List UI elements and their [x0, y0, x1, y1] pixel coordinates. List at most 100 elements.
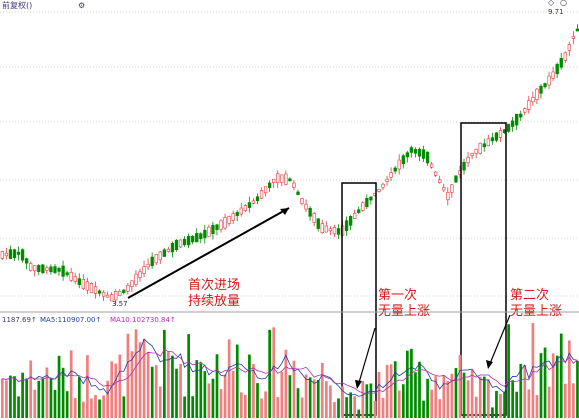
volume-bar — [53, 389, 57, 418]
volume-bar — [114, 363, 118, 418]
volume-bar — [487, 379, 490, 418]
candle-body — [316, 218, 320, 229]
candle-body — [421, 149, 426, 159]
volume-bar — [462, 372, 466, 418]
volume-bar — [381, 397, 385, 418]
volume-bar — [142, 339, 146, 418]
first-entry-label-line1: 首次进场 — [188, 277, 240, 293]
candle-body — [138, 271, 142, 278]
volume-bar — [276, 397, 280, 418]
candle-body — [482, 143, 486, 148]
second-no-volume-label-line1: 第二次 — [510, 287, 549, 303]
volume-ma10-line — [2, 349, 578, 394]
volume-bar — [292, 360, 296, 418]
candle-body — [409, 147, 414, 153]
volume-bar — [33, 389, 37, 418]
first-entry-arrow — [127, 207, 290, 299]
candle-body — [73, 276, 77, 282]
candle-body — [393, 167, 397, 172]
volume-bar — [438, 399, 442, 418]
volume-bar — [515, 391, 519, 418]
volume-bar — [223, 374, 227, 418]
volume-bar — [118, 354, 122, 418]
candle-body — [126, 284, 130, 292]
candle-body — [276, 173, 280, 183]
candle-body — [4, 252, 9, 257]
volume-bar — [559, 333, 563, 418]
volume-bar — [572, 383, 575, 418]
candle-body — [0, 251, 5, 259]
candle-body — [324, 225, 329, 233]
low-price-label: 3.57 — [112, 300, 128, 308]
candle-body — [377, 188, 381, 192]
chart-title: 前复权() — [2, 0, 32, 10]
ma5-value: MA5:110907.00↑ — [40, 316, 101, 324]
volume-bar — [296, 388, 300, 418]
volume-bar — [252, 363, 255, 418]
candle-body — [110, 294, 114, 302]
volume-bar — [458, 355, 462, 418]
volume-bar — [5, 380, 8, 418]
candle-body — [211, 224, 215, 235]
candle-body — [142, 266, 146, 274]
diamond-control[interactable]: ◇ — [548, 0, 555, 7]
candle-body — [29, 263, 33, 271]
candle-body — [494, 132, 499, 141]
candle-body — [93, 286, 98, 294]
volume-bar — [555, 355, 559, 418]
candle-body — [417, 148, 422, 157]
candle-body — [239, 207, 243, 215]
candle-body — [442, 186, 446, 191]
volume-bar — [385, 364, 389, 418]
volume-bar — [543, 347, 547, 418]
volume-bar — [357, 409, 361, 418]
candle-body — [247, 202, 252, 208]
first-entry-arrowhead — [280, 208, 289, 215]
volume-bar — [191, 396, 195, 418]
volume-value: 1187.69↑ — [2, 316, 37, 324]
candle-body — [8, 249, 13, 259]
candle-body — [308, 207, 312, 217]
circle-control[interactable]: ○ — [560, 0, 567, 7]
volume-bar — [523, 365, 527, 418]
volume-bar — [187, 334, 190, 418]
volume-bar — [406, 350, 409, 418]
candle-body — [555, 63, 559, 75]
volume-bar — [94, 394, 97, 418]
candle-body — [77, 278, 81, 286]
candle-body — [24, 258, 29, 264]
candle-body — [559, 58, 563, 68]
volume-bar — [454, 367, 458, 418]
volume-bar — [45, 367, 49, 418]
volume-bar — [499, 393, 502, 418]
volume-bar — [466, 380, 470, 418]
volume-bar — [134, 329, 138, 418]
volume-bar — [65, 391, 69, 418]
volume-bar — [527, 389, 531, 418]
candle-body — [154, 254, 158, 264]
volume-bar — [393, 361, 397, 418]
volume-bar — [90, 398, 93, 418]
candle-body — [61, 265, 65, 277]
volume-bar — [235, 344, 239, 418]
candle-body — [486, 138, 491, 146]
volume-bar — [507, 324, 510, 418]
volume-bar — [361, 381, 365, 418]
candle-body — [53, 266, 57, 273]
volume-bar — [29, 360, 33, 418]
volume-bar — [450, 373, 454, 418]
settings-icon[interactable]: ⚙ — [78, 1, 85, 10]
candle-body — [57, 267, 61, 272]
candle-body — [162, 249, 167, 257]
volume-bar — [341, 386, 344, 418]
volume-bar — [426, 378, 429, 418]
candle-body — [292, 182, 296, 188]
high-price-label: 9.71 — [548, 8, 564, 16]
volume-bar — [231, 371, 235, 418]
volume-bar — [73, 398, 77, 418]
candle-body — [535, 88, 539, 100]
candle-body — [191, 235, 195, 243]
candle-body — [187, 235, 191, 246]
first-no-volume-box — [341, 182, 377, 416]
